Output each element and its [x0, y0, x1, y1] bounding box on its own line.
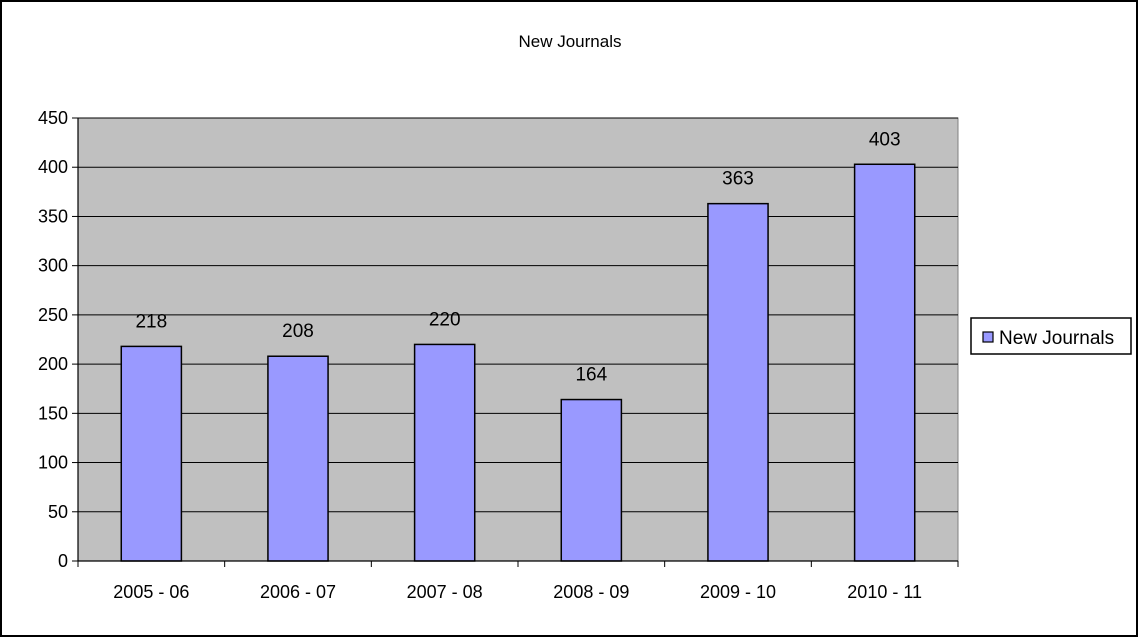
data-label: 218 — [135, 311, 167, 332]
legend: New Journals — [970, 317, 1132, 355]
data-label: 208 — [282, 321, 314, 342]
y-tick-label: 100 — [38, 453, 68, 473]
x-tick-label: 2007 - 08 — [407, 582, 483, 602]
chart-title: New Journals — [519, 32, 622, 51]
data-label: 164 — [575, 365, 607, 386]
x-tick-label: 2005 - 06 — [113, 582, 189, 602]
x-tick-label: 2010 - 11 — [847, 582, 922, 602]
bar — [560, 398, 623, 562]
legend-box — [970, 317, 1132, 355]
labels: 0 50 100 150 200 250 300 350 400 450 218 2005 - 06 2… — [38, 108, 922, 602]
bars — [120, 163, 916, 562]
gridlines — [78, 117, 958, 513]
y-tick-label: 350 — [38, 206, 68, 226]
data-label: 363 — [722, 169, 754, 190]
plot-area — [77, 117, 959, 562]
y-tick-label: 50 — [48, 502, 68, 522]
bar — [413, 343, 476, 562]
y-tick-label: 300 — [38, 256, 68, 276]
bar — [120, 345, 183, 562]
axes — [72, 117, 959, 567]
bar — [707, 202, 769, 562]
y-tick-label: 250 — [38, 305, 68, 325]
bar — [853, 163, 916, 562]
data-label: 403 — [869, 129, 901, 150]
x-tick-label: 2006 - 07 — [260, 582, 336, 602]
y-tick-label: 200 — [38, 354, 68, 374]
y-tick-label: 0 — [58, 551, 68, 571]
y-tick-label: 450 — [38, 108, 68, 128]
y-tick-label: 150 — [38, 403, 68, 423]
x-tick-label: 2009 - 10 — [700, 582, 776, 602]
legend-swatch — [982, 331, 994, 343]
bar — [267, 355, 329, 562]
data-label: 220 — [429, 309, 461, 330]
legend-label: New Journals — [999, 328, 1114, 349]
x-tick-label: 2008 - 09 — [553, 582, 629, 602]
y-tick-label: 400 — [38, 157, 68, 177]
